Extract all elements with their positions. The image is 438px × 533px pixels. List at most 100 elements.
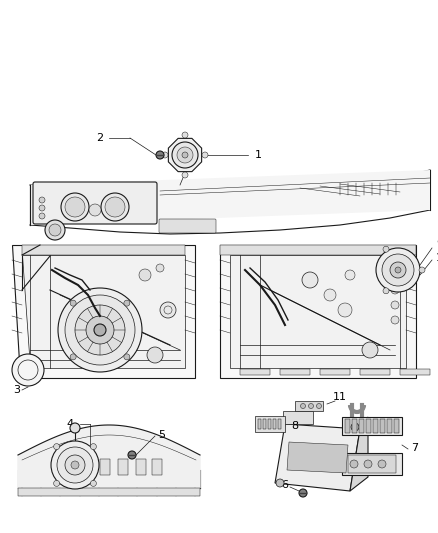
Bar bbox=[320, 369, 350, 375]
Circle shape bbox=[395, 267, 401, 273]
Circle shape bbox=[90, 480, 96, 487]
Text: 2: 2 bbox=[96, 133, 103, 143]
FancyBboxPatch shape bbox=[33, 182, 157, 224]
Circle shape bbox=[202, 152, 208, 158]
Circle shape bbox=[182, 172, 188, 178]
Circle shape bbox=[383, 246, 389, 252]
Text: 8: 8 bbox=[291, 421, 299, 431]
Text: 10: 10 bbox=[436, 253, 438, 263]
Circle shape bbox=[351, 423, 359, 431]
Bar bbox=[280, 369, 310, 375]
Circle shape bbox=[376, 248, 420, 292]
Circle shape bbox=[86, 316, 114, 344]
Circle shape bbox=[70, 300, 76, 306]
Circle shape bbox=[53, 443, 60, 450]
Circle shape bbox=[345, 270, 355, 280]
Text: 5: 5 bbox=[159, 430, 166, 440]
Circle shape bbox=[61, 193, 89, 221]
Bar bbox=[394, 419, 399, 433]
Bar bbox=[240, 369, 270, 375]
Circle shape bbox=[57, 447, 93, 483]
Circle shape bbox=[124, 300, 130, 306]
Circle shape bbox=[39, 213, 45, 219]
Circle shape bbox=[90, 443, 96, 450]
Circle shape bbox=[89, 204, 101, 216]
Bar bbox=[263, 419, 266, 429]
Circle shape bbox=[419, 267, 425, 273]
Circle shape bbox=[364, 460, 372, 468]
Circle shape bbox=[182, 132, 188, 138]
Polygon shape bbox=[168, 139, 201, 172]
Circle shape bbox=[12, 354, 44, 386]
Circle shape bbox=[75, 305, 125, 355]
Bar bbox=[258, 419, 261, 429]
Circle shape bbox=[300, 403, 305, 408]
Polygon shape bbox=[30, 170, 430, 225]
Circle shape bbox=[383, 288, 389, 294]
Circle shape bbox=[39, 197, 45, 203]
Bar bbox=[136, 459, 146, 475]
Polygon shape bbox=[12, 245, 195, 378]
Text: 4: 4 bbox=[67, 419, 74, 429]
Circle shape bbox=[177, 147, 193, 163]
Circle shape bbox=[105, 197, 125, 217]
Bar bbox=[380, 419, 385, 433]
Circle shape bbox=[156, 264, 164, 272]
Text: 6: 6 bbox=[282, 480, 289, 490]
Bar bbox=[387, 419, 392, 433]
Circle shape bbox=[317, 403, 321, 408]
Circle shape bbox=[39, 205, 45, 211]
FancyBboxPatch shape bbox=[159, 219, 216, 233]
Circle shape bbox=[382, 254, 414, 286]
Circle shape bbox=[350, 460, 358, 468]
Circle shape bbox=[160, 302, 176, 318]
Circle shape bbox=[70, 423, 80, 433]
Circle shape bbox=[65, 455, 85, 475]
Bar bbox=[373, 419, 378, 433]
Circle shape bbox=[53, 480, 60, 487]
Circle shape bbox=[391, 286, 399, 294]
Text: 9: 9 bbox=[436, 239, 438, 249]
Bar bbox=[342, 417, 402, 435]
Circle shape bbox=[276, 423, 284, 431]
Circle shape bbox=[124, 354, 130, 360]
Text: 11: 11 bbox=[333, 392, 347, 402]
Bar bbox=[152, 459, 162, 475]
Text: 7: 7 bbox=[411, 443, 419, 453]
Bar bbox=[360, 369, 390, 375]
Bar bbox=[352, 419, 357, 433]
Polygon shape bbox=[22, 245, 185, 255]
Circle shape bbox=[182, 152, 188, 158]
Circle shape bbox=[65, 295, 135, 365]
Bar bbox=[18, 488, 200, 496]
Circle shape bbox=[128, 451, 136, 459]
Circle shape bbox=[147, 347, 163, 363]
Circle shape bbox=[308, 403, 314, 408]
Polygon shape bbox=[287, 442, 348, 473]
Circle shape bbox=[70, 354, 76, 360]
Bar bbox=[273, 419, 276, 429]
Bar bbox=[400, 369, 430, 375]
Circle shape bbox=[94, 324, 106, 336]
Text: 3: 3 bbox=[14, 385, 21, 395]
Circle shape bbox=[362, 342, 378, 358]
Circle shape bbox=[156, 151, 164, 159]
Bar bbox=[278, 419, 281, 429]
Circle shape bbox=[139, 269, 151, 281]
Circle shape bbox=[276, 479, 284, 487]
Bar bbox=[359, 419, 364, 433]
Polygon shape bbox=[283, 411, 313, 424]
Bar bbox=[366, 419, 371, 433]
Bar bbox=[348, 455, 396, 473]
Bar bbox=[345, 419, 350, 433]
Bar bbox=[342, 453, 402, 475]
Circle shape bbox=[45, 220, 65, 240]
Circle shape bbox=[391, 316, 399, 324]
Bar bbox=[100, 459, 110, 475]
Circle shape bbox=[162, 152, 168, 158]
Circle shape bbox=[65, 197, 85, 217]
Circle shape bbox=[324, 289, 336, 301]
Polygon shape bbox=[18, 425, 200, 488]
Circle shape bbox=[299, 489, 307, 497]
Circle shape bbox=[49, 224, 61, 236]
